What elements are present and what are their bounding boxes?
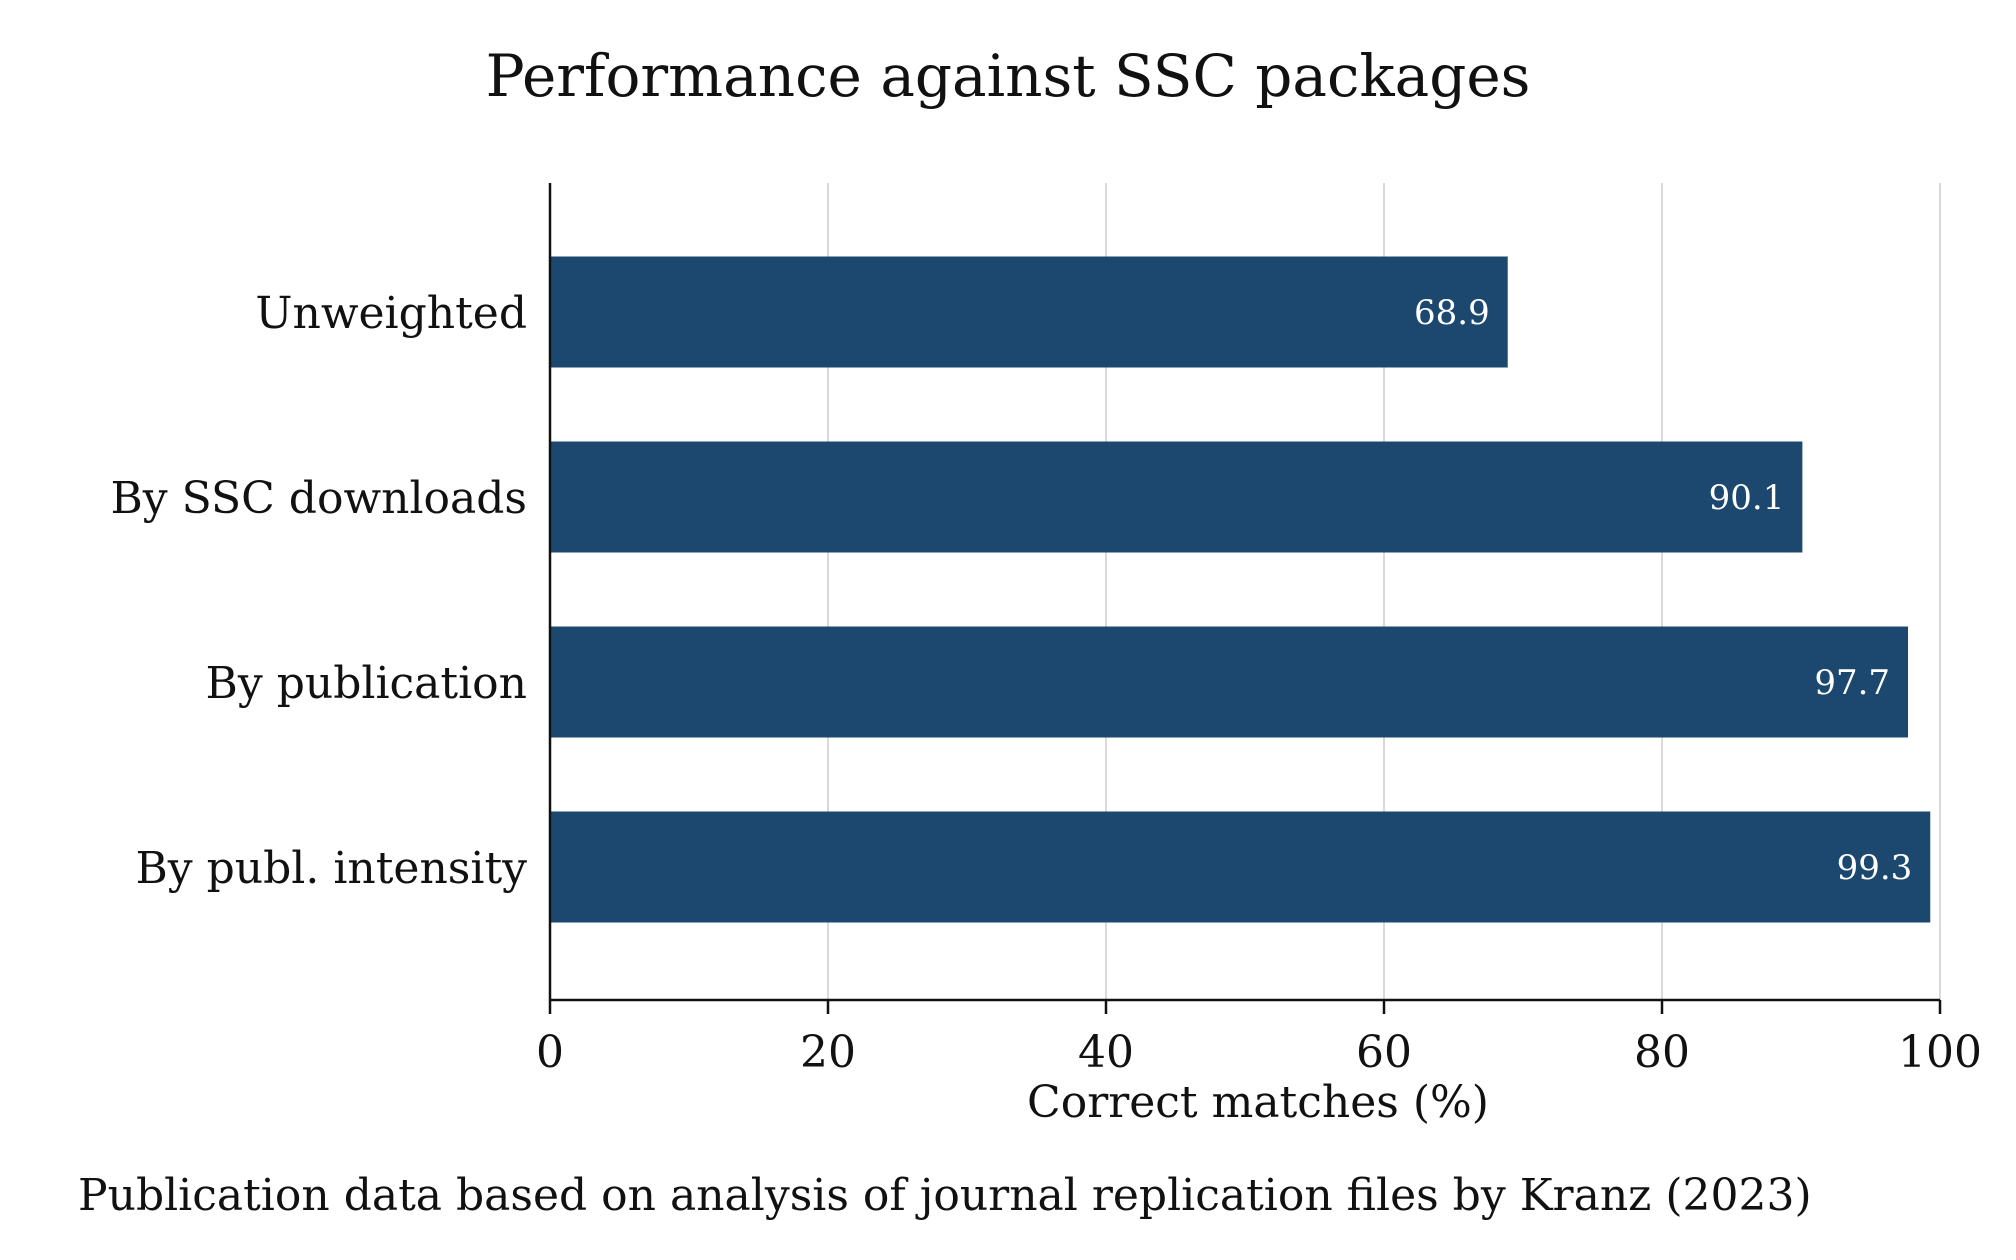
value-label-2: 97.7 [1814, 663, 1890, 703]
tick-label-0: 0 [536, 1027, 564, 1078]
axes [548, 183, 1940, 1002]
tick-label-20: 20 [800, 1027, 856, 1078]
value-label-1: 90.1 [1709, 478, 1785, 518]
value-label-0: 68.9 [1414, 293, 1490, 333]
tick-label-60: 60 [1356, 1027, 1412, 1078]
value-label-3: 99.3 [1837, 848, 1913, 888]
bar-3 [550, 811, 1931, 923]
category-label-0: Unweighted [255, 288, 527, 339]
chart-title: Performance against SSC packages [486, 42, 1531, 110]
tick-label-80: 80 [1634, 1027, 1690, 1078]
category-label-3: By publ. intensity [135, 843, 527, 894]
category-label-1: By SSC downloads [110, 473, 527, 524]
bar-2 [550, 626, 1909, 738]
tick-label-40: 40 [1078, 1027, 1134, 1078]
x-ticks: 0 20 40 60 80 100 [536, 1000, 1982, 1078]
bar-0 [550, 256, 1508, 368]
x-axis-label: Correct matches (%) [1027, 1077, 1489, 1128]
bar-1 [550, 441, 1803, 553]
value-labels: 68.9 90.1 97.7 99.3 [1414, 293, 1912, 888]
tick-label-100: 100 [1898, 1027, 1982, 1078]
chart-note: Publication data based on analysis of jo… [78, 1170, 1812, 1221]
bars [550, 256, 1931, 923]
category-labels: Unweighted By SSC downloads By publication… [110, 288, 527, 894]
category-label-2: By publication [206, 658, 527, 709]
